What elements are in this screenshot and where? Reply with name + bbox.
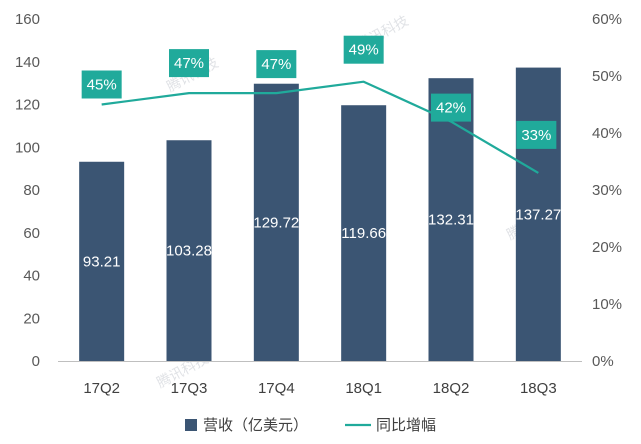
bars-layer xyxy=(79,67,561,362)
axes-layer: 0 20 40 60 80 100 120 140 160 0% 10% 20% 30% 40% 50% 60… xyxy=(15,11,622,397)
growth-value-label: 47% xyxy=(174,55,204,72)
y-left-tick-label: 60 xyxy=(23,225,40,242)
x-category-label: 17Q2 xyxy=(83,380,120,397)
data-labels-layer: 93.21 103.28 129.72 119.66 132.31 137.27 45% 47… xyxy=(81,35,561,270)
bar-value-label: 119.66 xyxy=(341,225,386,242)
bar-value-label: 103.28 xyxy=(166,243,212,260)
legend-bar-swatch xyxy=(185,419,197,431)
bar-18q2 xyxy=(428,78,474,361)
x-category-label: 17Q3 xyxy=(171,380,208,397)
growth-label-box xyxy=(431,93,471,122)
legend-line-label: 同比增幅 xyxy=(376,417,436,434)
bar-value-label: 93.21 xyxy=(83,253,121,270)
bar-value-label: 129.72 xyxy=(253,214,299,231)
y-right-tick-label: 10% xyxy=(592,296,622,313)
growth-label-box xyxy=(81,70,122,99)
y-left-tick-label: 100 xyxy=(15,139,40,156)
growth-label-box xyxy=(343,35,384,64)
line-layer xyxy=(101,80,539,174)
y-right-tick-label: 60% xyxy=(592,11,622,28)
x-category-label: 18Q3 xyxy=(520,380,557,397)
bar-18q1 xyxy=(341,105,387,362)
bar-value-label: 132.31 xyxy=(428,212,474,229)
bar-18q3 xyxy=(515,67,561,361)
y-left-tick-label: 140 xyxy=(15,54,40,71)
growth-line xyxy=(101,80,539,174)
x-category-label: 17Q4 xyxy=(258,380,295,397)
legend-bar-label: 营收（亿美元） xyxy=(203,417,308,434)
bar-value-label: 137.27 xyxy=(515,206,561,223)
y-right-tick-label: 20% xyxy=(592,239,622,256)
y-left-tick-label: 160 xyxy=(15,11,40,28)
growth-value-label: 49% xyxy=(349,42,379,59)
y-right-tick-label: 50% xyxy=(592,68,622,85)
y-left-tick-label: 40 xyxy=(23,268,40,285)
growth-value-label: 33% xyxy=(521,127,551,144)
bar-17q3 xyxy=(166,140,212,361)
y-left-tick-label: 120 xyxy=(15,97,40,114)
growth-value-label: 42% xyxy=(436,100,466,117)
growth-label-box xyxy=(256,50,297,79)
growth-value-label: 47% xyxy=(261,56,291,73)
growth-value-label: 45% xyxy=(87,77,117,94)
y-right-tick-label: 0% xyxy=(592,353,614,370)
bar-17q4 xyxy=(253,83,299,361)
x-category-label: 18Q2 xyxy=(433,380,470,397)
y-right-tick-label: 30% xyxy=(592,182,622,199)
y-left-tick-label: 0 xyxy=(32,353,40,370)
y-right-tick-label: 40% xyxy=(592,125,622,142)
y-left-tick-label: 80 xyxy=(23,182,40,199)
x-category-label: 18Q1 xyxy=(345,380,382,397)
bar-17q2 xyxy=(79,161,125,361)
legend: 营收（亿美元） 同比增幅 xyxy=(185,417,436,434)
growth-label-box xyxy=(516,120,557,149)
y-left-tick-label: 20 xyxy=(23,310,40,327)
growth-label-box xyxy=(169,49,209,78)
